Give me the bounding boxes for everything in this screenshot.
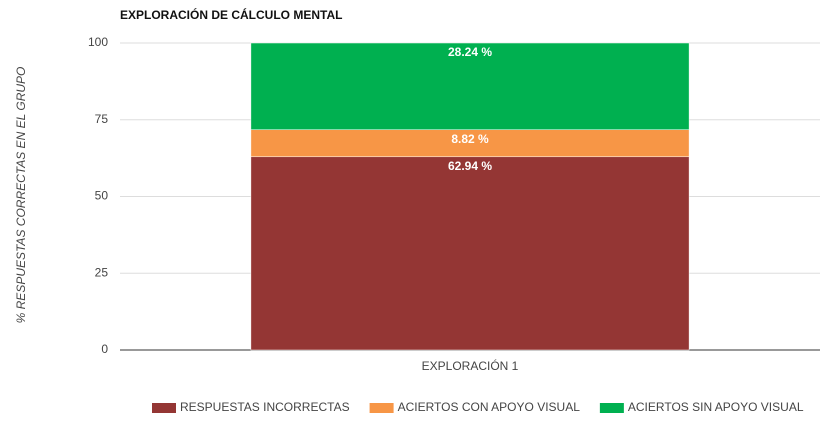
y-tick-label: 100 (88, 35, 108, 49)
data-label: 28.24 % (448, 45, 492, 59)
y-tick-label: 0 (101, 342, 108, 356)
legend-swatch (369, 403, 394, 413)
chart-title: EXPLORACIÓN DE CÁLCULO MENTAL (120, 7, 342, 22)
data-label: 8.82 % (451, 132, 489, 146)
legend-label: ACIERTOS SIN APOYO VISUAL (628, 400, 804, 414)
data-label: 62.94 % (448, 159, 492, 173)
y-tick-label: 50 (95, 189, 109, 203)
x-tick-label: EXPLORACIÓN 1 (422, 358, 519, 373)
bar-segment (250, 42, 690, 130)
y-tick-label: 75 (95, 112, 109, 126)
y-axis-title: % RESPUESTAS CORRECTAS EN EL GRUPO (14, 67, 28, 324)
legend-label: RESPUESTAS INCORRECTAS (180, 400, 350, 414)
bar-segment (250, 129, 690, 158)
y-tick-label: 25 (95, 265, 109, 279)
legend-swatch (599, 403, 624, 413)
legend-swatch (152, 403, 176, 413)
bar-segment (250, 156, 690, 351)
legend-label: ACIERTOS CON APOYO VISUAL (398, 400, 581, 414)
